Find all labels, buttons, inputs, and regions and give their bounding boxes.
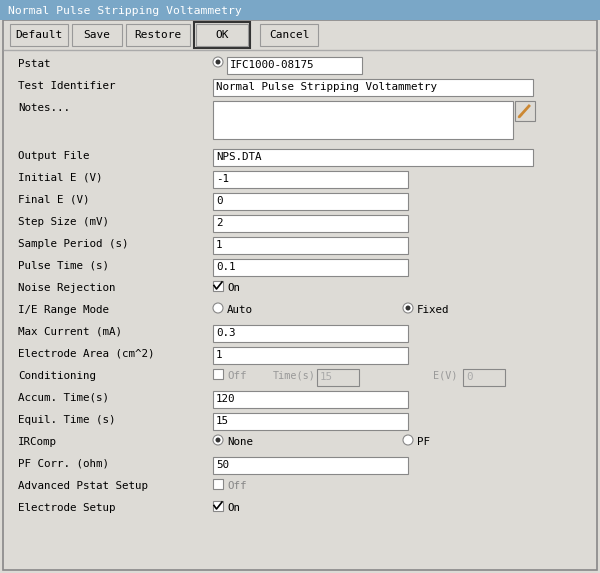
Text: 0: 0 [466, 372, 473, 383]
FancyBboxPatch shape [213, 325, 408, 342]
FancyBboxPatch shape [213, 79, 533, 96]
Circle shape [213, 57, 223, 67]
FancyBboxPatch shape [10, 24, 68, 46]
Text: Notes...: Notes... [18, 103, 70, 113]
Circle shape [215, 60, 221, 65]
Text: Final E (V): Final E (V) [18, 195, 89, 205]
Text: Normal Pulse Stripping Voltammetry: Normal Pulse Stripping Voltammetry [8, 6, 242, 16]
Text: 120: 120 [216, 394, 235, 405]
Text: IFC1000-08175: IFC1000-08175 [230, 61, 314, 70]
Text: NPS.DTA: NPS.DTA [216, 152, 262, 163]
Text: 0.3: 0.3 [216, 328, 235, 339]
FancyBboxPatch shape [515, 101, 535, 121]
FancyBboxPatch shape [213, 171, 408, 188]
FancyBboxPatch shape [126, 24, 190, 46]
Text: Noise Rejection: Noise Rejection [18, 283, 115, 293]
Circle shape [215, 438, 221, 442]
FancyBboxPatch shape [213, 215, 408, 232]
FancyBboxPatch shape [227, 57, 362, 74]
Circle shape [406, 305, 410, 311]
Text: Fixed: Fixed [417, 305, 449, 315]
FancyBboxPatch shape [213, 237, 408, 254]
FancyBboxPatch shape [213, 193, 408, 210]
FancyBboxPatch shape [72, 24, 122, 46]
FancyBboxPatch shape [213, 457, 408, 474]
Text: Output File: Output File [18, 151, 89, 161]
Text: On: On [227, 283, 240, 293]
Text: Initial E (V): Initial E (V) [18, 173, 103, 183]
Text: Normal Pulse Stripping Voltammetry: Normal Pulse Stripping Voltammetry [216, 83, 437, 92]
Text: PF Corr. (ohm): PF Corr. (ohm) [18, 459, 109, 469]
FancyBboxPatch shape [213, 369, 223, 379]
FancyBboxPatch shape [317, 369, 359, 386]
Text: 2: 2 [216, 218, 223, 229]
Text: PF: PF [417, 437, 430, 447]
Text: 1: 1 [216, 351, 223, 360]
FancyBboxPatch shape [213, 259, 408, 276]
Text: Sample Period (s): Sample Period (s) [18, 239, 128, 249]
Text: 15: 15 [320, 372, 333, 383]
Text: Off: Off [227, 481, 247, 491]
Text: On: On [227, 503, 240, 513]
Text: Off: Off [227, 371, 247, 381]
Text: Cancel: Cancel [269, 30, 309, 40]
Circle shape [403, 303, 413, 313]
FancyBboxPatch shape [213, 281, 223, 291]
Text: Auto: Auto [227, 305, 253, 315]
Text: -1: -1 [216, 175, 229, 185]
Circle shape [213, 303, 223, 313]
Text: 0.1: 0.1 [216, 262, 235, 273]
Text: Equil. Time (s): Equil. Time (s) [18, 415, 115, 425]
FancyBboxPatch shape [213, 101, 513, 139]
Circle shape [213, 435, 223, 445]
Text: I/E Range Mode: I/E Range Mode [18, 305, 109, 315]
FancyBboxPatch shape [0, 0, 600, 20]
FancyBboxPatch shape [213, 391, 408, 408]
Text: 1: 1 [216, 241, 223, 250]
Text: E(V): E(V) [433, 371, 458, 381]
Text: Pstat: Pstat [18, 59, 50, 69]
FancyBboxPatch shape [260, 24, 318, 46]
Text: Electrode Setup: Electrode Setup [18, 503, 115, 513]
Text: Conditioning: Conditioning [18, 371, 96, 381]
Text: Step Size (mV): Step Size (mV) [18, 217, 109, 227]
Text: Advanced Pstat Setup: Advanced Pstat Setup [18, 481, 148, 491]
FancyBboxPatch shape [213, 479, 223, 489]
Text: 15: 15 [216, 417, 229, 426]
Text: Save: Save [83, 30, 110, 40]
Text: OK: OK [215, 30, 229, 40]
Text: Time(s): Time(s) [273, 371, 316, 381]
FancyBboxPatch shape [196, 24, 248, 46]
FancyBboxPatch shape [213, 501, 223, 511]
Text: 50: 50 [216, 461, 229, 470]
FancyBboxPatch shape [213, 149, 533, 166]
Circle shape [403, 435, 413, 445]
Text: Max Current (mA): Max Current (mA) [18, 327, 122, 337]
Text: IRComp: IRComp [18, 437, 57, 447]
FancyBboxPatch shape [213, 413, 408, 430]
FancyBboxPatch shape [213, 347, 408, 364]
Text: Restore: Restore [134, 30, 182, 40]
FancyBboxPatch shape [3, 20, 597, 570]
Text: Accum. Time(s): Accum. Time(s) [18, 393, 109, 403]
FancyBboxPatch shape [463, 369, 505, 386]
Text: Default: Default [16, 30, 62, 40]
Text: None: None [227, 437, 253, 447]
Text: 0: 0 [216, 197, 223, 206]
Text: Electrode Area (cm^2): Electrode Area (cm^2) [18, 349, 155, 359]
Text: Test Identifier: Test Identifier [18, 81, 115, 91]
Text: Pulse Time (s): Pulse Time (s) [18, 261, 109, 271]
